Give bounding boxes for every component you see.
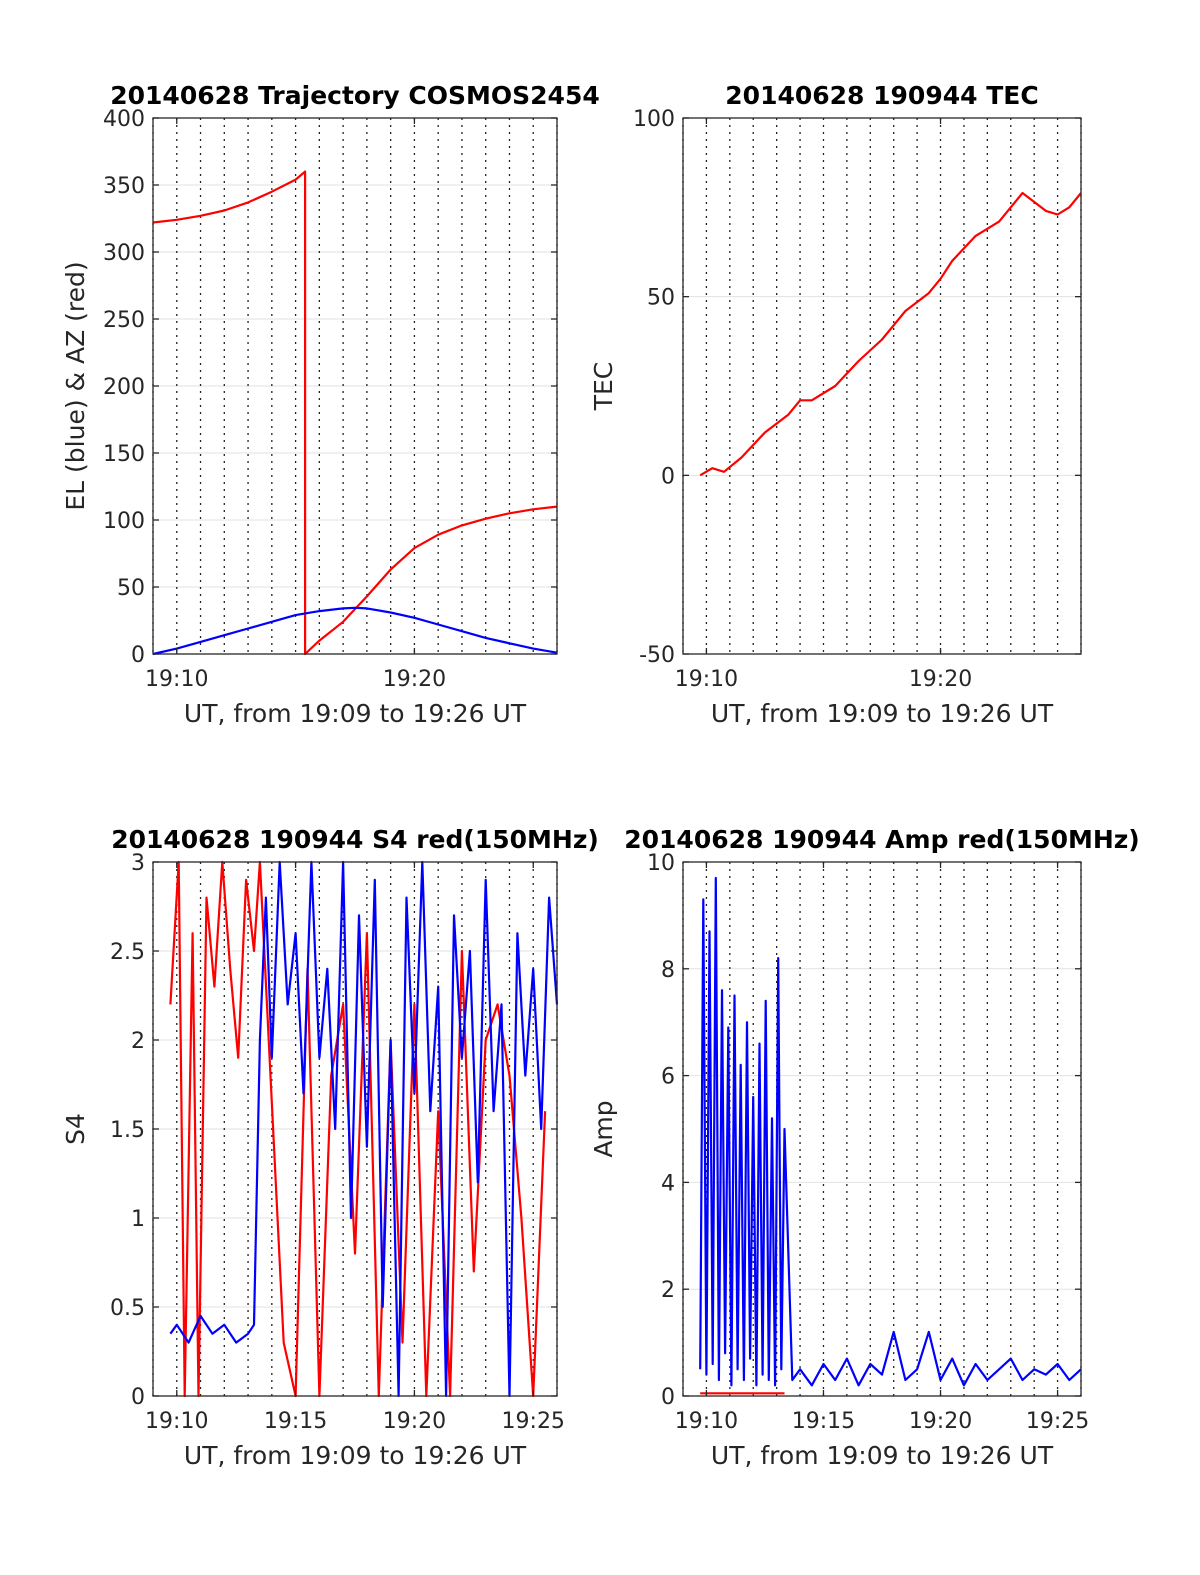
- y-axis-label: EL (blue) & AZ (red): [61, 261, 90, 510]
- y-tick-label: 300: [103, 241, 145, 266]
- chart-title: 20140628 190944 S4 red(150MHz): [111, 825, 599, 854]
- y-tick-label: 50: [647, 286, 675, 311]
- x-tick-label: 19:15: [264, 1409, 327, 1434]
- y-axis-label: TEC: [589, 362, 618, 412]
- y-tick-label: 0.5: [110, 1296, 145, 1321]
- x-tick-label: 19:10: [675, 667, 738, 692]
- y-tick-label: 200: [103, 375, 145, 400]
- series-line-1: [699, 191, 1082, 477]
- y-tick-label: 2: [661, 1278, 675, 1303]
- y-tick-label: -50: [639, 643, 675, 668]
- y-axis-label: S4: [61, 1113, 90, 1145]
- series-line-1: [152, 170, 558, 656]
- series-line-2: [699, 876, 1082, 1387]
- y-tick-label: 100: [103, 509, 145, 534]
- x-tick-label: 19:25: [502, 1409, 565, 1434]
- chart-title: 20140628 190944 TEC: [725, 81, 1038, 110]
- x-tick-label: 19:25: [1026, 1409, 1089, 1434]
- x-tick-label: 19:20: [909, 667, 972, 692]
- chart-1: 0 50 100 150 200 250 300 350 400 19:10 19:20 201406…: [61, 81, 600, 728]
- x-tick-label: 19:10: [145, 667, 208, 692]
- y-tick-label: 50: [117, 576, 145, 601]
- y-tick-label: 250: [103, 308, 145, 333]
- y-tick-label: 3: [131, 851, 145, 876]
- chart-2: -50 0 50 100 19:10 19:20 20140628 190944 TEC UT…: [589, 81, 1082, 728]
- chart-4: 0 2 4 6 8 10 19:10 19:15 19:20 19:25 20140628 1909…: [589, 825, 1140, 1470]
- x-tick-label: 19:20: [383, 1409, 446, 1434]
- chart-title: 20140628 Trajectory COSMOS2454: [110, 81, 600, 110]
- y-tick-label: 400: [103, 107, 145, 132]
- plot-frame: [682, 861, 1082, 1397]
- chart-title: 20140628 190944 Amp red(150MHz): [624, 825, 1140, 854]
- y-tick-label: 8: [661, 958, 675, 983]
- plot-frame: [682, 117, 1082, 655]
- y-tick-label: 100: [633, 107, 675, 132]
- x-axis-label: UT, from 19:09 to 19:26 UT: [184, 699, 527, 728]
- series-line-2: [152, 606, 558, 656]
- x-axis-label: UT, from 19:09 to 19:26 UT: [711, 1441, 1054, 1470]
- x-axis-label: UT, from 19:09 to 19:26 UT: [184, 1441, 527, 1470]
- series-line-2: [169, 860, 559, 1398]
- y-tick-label: 1: [131, 1207, 145, 1232]
- y-tick-label: 2: [131, 1029, 145, 1054]
- x-tick-label: 19:10: [145, 1409, 208, 1434]
- y-tick-label: 10: [647, 851, 675, 876]
- y-tick-label: 0: [661, 464, 675, 489]
- x-tick-label: 19:20: [383, 667, 446, 692]
- y-axis-label: Amp: [589, 1100, 618, 1157]
- x-tick-label: 19:10: [675, 1409, 738, 1434]
- y-tick-label: 4: [661, 1171, 675, 1196]
- y-tick-label: 0: [661, 1385, 675, 1410]
- y-tick-label: 350: [103, 174, 145, 199]
- y-tick-label: 1.5: [110, 1118, 145, 1143]
- chart-3: 0 0.5 1 1.5 2 2.5 3 19:10 19:15 19:20 19:25 2014062…: [61, 825, 599, 1470]
- y-tick-label: 0: [131, 643, 145, 668]
- plot-area: [683, 118, 1081, 654]
- y-tick-label: 6: [661, 1065, 675, 1090]
- y-tick-label: 2.5: [110, 940, 145, 965]
- y-tick-label: 0: [131, 1385, 145, 1410]
- x-tick-label: 19:15: [792, 1409, 855, 1434]
- y-tick-label: 150: [103, 442, 145, 467]
- x-tick-label: 19:20: [909, 1409, 972, 1434]
- x-axis-label: UT, from 19:09 to 19:26 UT: [711, 699, 1054, 728]
